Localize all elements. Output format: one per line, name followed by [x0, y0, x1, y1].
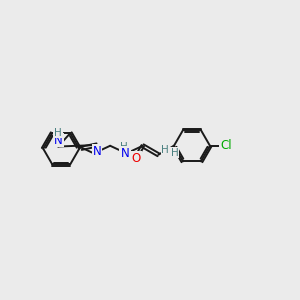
Text: H: H — [161, 145, 169, 155]
Text: H: H — [171, 148, 178, 158]
Text: H: H — [54, 128, 62, 137]
Text: O: O — [131, 152, 141, 165]
Text: N: N — [121, 147, 130, 160]
Text: N: N — [92, 145, 101, 158]
Text: N: N — [54, 134, 63, 146]
Text: H: H — [120, 142, 127, 152]
Text: Cl: Cl — [220, 139, 232, 152]
